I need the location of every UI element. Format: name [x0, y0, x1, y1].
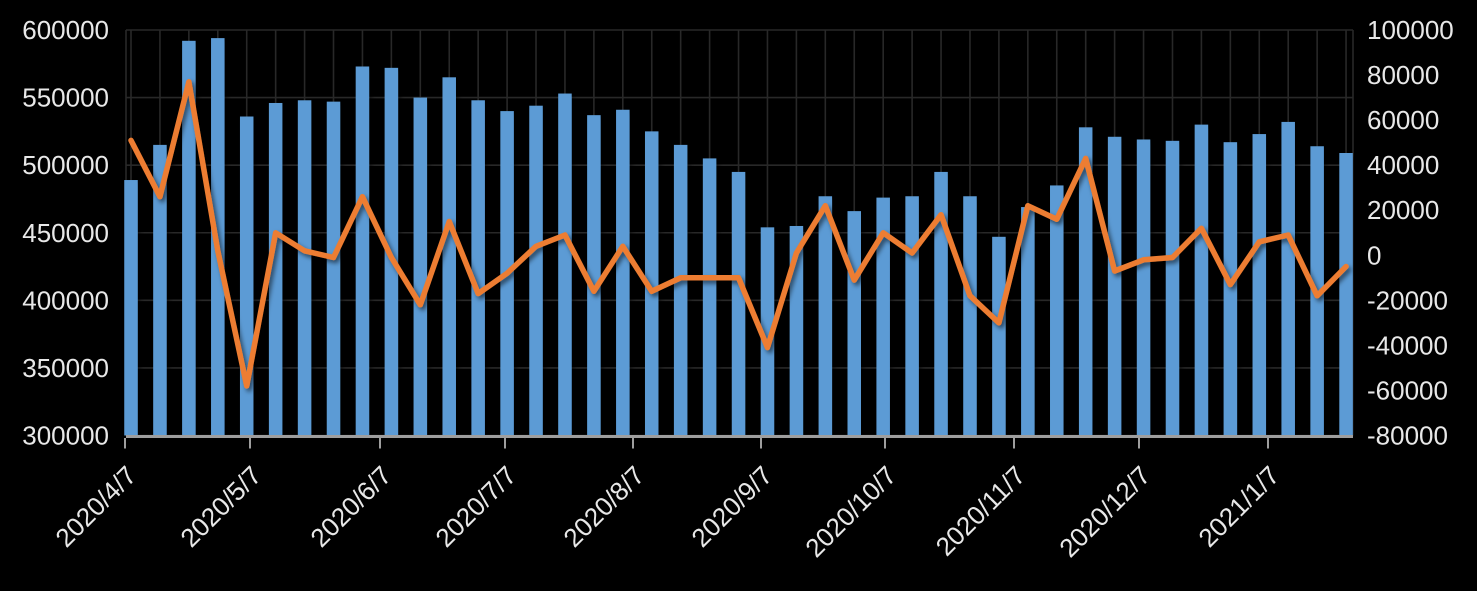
bar — [1107, 136, 1122, 436]
y-axis-right-labels: 100000 80000 60000 40000 20000 0 -20000 -40000 -… — [1367, 15, 1454, 451]
line-path — [128, 79, 1349, 389]
bar — [413, 97, 428, 436]
bar — [442, 77, 456, 436]
y-left-tick-label: 450000 — [22, 218, 109, 248]
y-right-tick-label: -60000 — [1367, 375, 1448, 405]
x-tick-label: 2020/10/7 — [799, 460, 902, 563]
bar — [529, 105, 543, 436]
x-tick-label: 2021/1/7 — [1192, 460, 1285, 553]
bar — [616, 109, 630, 436]
y-right-tick-label: 20000 — [1367, 195, 1439, 225]
y-axis-left-labels: 600000 550000 500000 450000 400000 350000 3000… — [22, 15, 109, 451]
bar — [355, 66, 370, 436]
bar — [268, 102, 283, 436]
bar — [297, 100, 312, 436]
x-tick-label: 2020/6/7 — [304, 460, 397, 553]
bar — [1165, 140, 1180, 436]
bar — [702, 158, 717, 436]
y-right-tick-label: 60000 — [1367, 105, 1439, 135]
y-left-tick-label: 350000 — [22, 353, 109, 383]
x-axis — [124, 435, 1353, 449]
bar — [471, 100, 485, 436]
x-tick-label: 2020/4/7 — [49, 460, 142, 553]
y-right-tick-label: 0 — [1367, 240, 1381, 270]
bar — [905, 196, 919, 436]
y-left-tick-label: 500000 — [22, 150, 109, 180]
bar — [731, 171, 746, 436]
x-tick-label: 2020/11/7 — [930, 460, 1032, 562]
bar — [587, 115, 601, 436]
bar — [1339, 153, 1353, 436]
x-tick-label: 2020/12/7 — [1053, 460, 1156, 563]
y-right-tick-label: -80000 — [1367, 421, 1448, 451]
bar — [326, 101, 341, 436]
y-left-tick-label: 550000 — [22, 83, 109, 113]
x-tick-label: 2020/7/7 — [429, 460, 522, 553]
x-tick-label: 2020/8/7 — [557, 460, 650, 553]
bar — [1050, 185, 1064, 436]
bar — [789, 225, 804, 436]
bar — [818, 196, 833, 436]
bar — [558, 93, 572, 436]
bar — [1223, 142, 1238, 436]
x-axis-labels: 2020/4/7 2020/5/7 2020/6/7 2020/7/7 2020/8/7… — [49, 460, 1285, 563]
bar — [992, 236, 1006, 436]
bar — [1078, 127, 1093, 436]
bar — [182, 40, 196, 436]
line-series — [128, 79, 1349, 389]
y-right-tick-label: 100000 — [1367, 15, 1454, 45]
y-right-tick-label: 80000 — [1367, 60, 1439, 90]
y-right-tick-label: 40000 — [1367, 150, 1439, 180]
bar — [934, 171, 948, 436]
x-tick-label: 2020/5/7 — [174, 460, 267, 553]
bar — [153, 144, 167, 436]
y-left-tick-label: 300000 — [22, 421, 109, 451]
bar — [1194, 124, 1209, 436]
bar — [1281, 121, 1295, 436]
bar — [760, 227, 775, 436]
bar — [1136, 139, 1151, 436]
bar — [847, 211, 861, 436]
bar — [124, 180, 138, 436]
bar — [1252, 134, 1267, 436]
y-left-tick-label: 600000 — [22, 15, 109, 45]
bar — [876, 197, 890, 436]
y-right-tick-label: -40000 — [1367, 330, 1448, 360]
bar — [644, 131, 659, 436]
bar — [963, 196, 977, 436]
y-right-tick-label: -20000 — [1367, 285, 1448, 315]
bar — [1021, 207, 1035, 436]
x-tick-label: 2020/9/7 — [685, 460, 778, 553]
y-left-tick-label: 400000 — [22, 285, 109, 315]
bar — [673, 144, 688, 436]
